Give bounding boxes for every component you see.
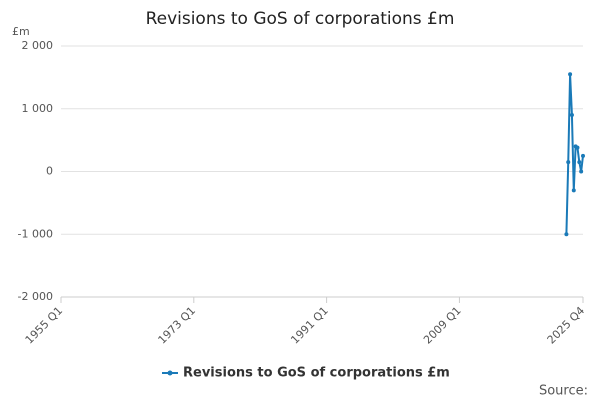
point bbox=[568, 72, 573, 77]
point bbox=[577, 160, 582, 165]
y-axis-label: £m bbox=[12, 25, 30, 38]
x-tick-label: 2009 Q1 bbox=[421, 304, 464, 347]
point bbox=[579, 169, 584, 174]
point bbox=[566, 160, 571, 165]
y-tick-label: 1 000 bbox=[22, 102, 54, 115]
y-tick-label: 0 bbox=[46, 165, 53, 178]
point bbox=[564, 232, 569, 237]
source: Source: bbox=[539, 384, 588, 399]
point bbox=[569, 113, 574, 118]
point bbox=[575, 145, 580, 150]
x-tick-label: 1973 Q1 bbox=[156, 304, 199, 347]
legend-label: Revisions to GoS of corporations £m bbox=[183, 366, 450, 381]
x-tick-label: 1991 Q1 bbox=[288, 304, 331, 347]
point bbox=[581, 153, 585, 158]
y-tick-label: -2 000 bbox=[18, 290, 53, 303]
legend-swatch-dot bbox=[167, 370, 173, 376]
line bbox=[565, 74, 584, 235]
x-tick-label: 1955 Q1 bbox=[23, 304, 66, 347]
y-tick-label: -1 000 bbox=[18, 227, 53, 240]
x-tick-label: 2025 Q4 bbox=[545, 304, 588, 347]
chart-title: Revisions to GoS of corporations £m bbox=[146, 9, 455, 29]
y-tick-label: 2 000 bbox=[22, 39, 54, 52]
point bbox=[571, 188, 576, 193]
